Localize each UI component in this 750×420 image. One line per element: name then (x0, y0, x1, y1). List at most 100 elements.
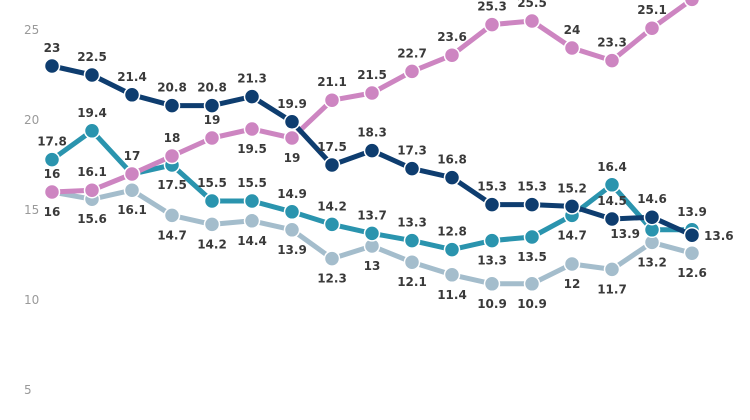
data-point (363, 225, 381, 242)
data-point (403, 63, 421, 80)
data-point (563, 255, 581, 273)
data-point (683, 0, 701, 8)
data-label: 17.3 (397, 144, 427, 158)
data-point (83, 66, 101, 84)
data-label: 22.5 (77, 50, 107, 64)
data-label: 15.2 (557, 181, 587, 195)
data-label: 18 (164, 131, 181, 145)
data-label: 24 (564, 23, 581, 37)
data-label: 17 (124, 149, 141, 163)
data-label: 23 (44, 41, 61, 55)
data-label: 11.4 (437, 288, 467, 302)
data-label: 13.3 (397, 216, 427, 230)
series-0 (43, 57, 701, 244)
data-label: 23.6 (437, 30, 467, 44)
data-point (643, 19, 661, 37)
data-label: 14.5 (597, 194, 627, 208)
data-point (43, 183, 61, 201)
series-1 (43, 0, 701, 201)
y-tick-label: 15 (24, 203, 39, 217)
data-point (163, 147, 181, 165)
data-label: 12.8 (437, 225, 467, 239)
data-point (643, 208, 661, 226)
data-label: 13.3 (477, 254, 507, 268)
data-label: 21.1 (317, 75, 347, 89)
data-point (603, 52, 621, 69)
data-point (83, 122, 101, 140)
data-label: 25.5 (517, 0, 547, 10)
y-tick-label: 20 (24, 113, 39, 127)
data-point (483, 16, 501, 33)
data-label: 13 (364, 259, 381, 273)
data-label: 13.7 (357, 208, 387, 222)
data-point (483, 196, 501, 213)
data-label: 14.9 (277, 187, 307, 201)
data-label: 14.7 (157, 228, 187, 242)
data-point (283, 221, 301, 239)
data-point (243, 120, 261, 138)
data-label: 13.5 (517, 250, 547, 264)
data-label: 14.2 (197, 237, 227, 251)
data-point (683, 244, 701, 262)
data-point (283, 129, 301, 147)
data-point (323, 216, 341, 233)
data-point (323, 250, 341, 267)
data-point (243, 88, 261, 105)
data-point (123, 165, 141, 183)
data-label: 19.5 (237, 142, 267, 156)
data-label: 10.9 (517, 297, 547, 311)
data-label: 14.4 (237, 234, 267, 248)
data-point (203, 129, 221, 147)
data-label: 17.8 (37, 135, 67, 149)
data-point (523, 275, 541, 293)
data-label: 21.5 (357, 68, 387, 82)
data-label: 14.7 (557, 228, 587, 242)
data-point (283, 203, 301, 221)
data-point (523, 228, 541, 246)
data-label: 14.2 (317, 199, 347, 213)
data-label: 13.2 (637, 255, 667, 269)
data-point (563, 39, 581, 57)
data-label: 13.6 (704, 229, 734, 243)
data-label: 10.9 (477, 297, 507, 311)
data-label: 16.8 (437, 153, 467, 167)
data-point (43, 57, 61, 75)
data-point (83, 181, 101, 199)
data-point (603, 176, 621, 194)
data-label: 12 (564, 277, 581, 291)
data-label: 15.6 (77, 212, 107, 226)
data-label: 12.6 (677, 266, 707, 280)
data-label: 21.3 (237, 72, 267, 86)
data-label: 19.9 (277, 97, 307, 111)
data-label: 20.8 (197, 81, 227, 95)
series-3 (43, 181, 701, 293)
data-point (483, 232, 501, 249)
data-label: 12.3 (317, 272, 347, 286)
y-tick-label: 5 (24, 383, 32, 397)
data-label: 13.9 (277, 243, 307, 257)
data-label: 15.3 (477, 180, 507, 194)
data-point (563, 198, 581, 215)
data-point (363, 142, 381, 159)
data-point (123, 86, 141, 104)
data-label: 19.4 (77, 106, 107, 120)
data-point (403, 232, 421, 249)
data-point (603, 210, 621, 228)
data-label: 23.3 (597, 36, 627, 50)
data-point (163, 207, 181, 224)
data-label: 22.7 (397, 46, 427, 60)
data-point (323, 156, 341, 174)
data-label: 11.7 (597, 282, 627, 296)
data-point (43, 151, 61, 168)
data-label: 16 (44, 167, 61, 181)
data-point (523, 196, 541, 213)
data-point (203, 97, 221, 114)
data-point (403, 253, 421, 271)
data-label: 16.1 (77, 165, 107, 179)
y-tick-label: 10 (24, 293, 39, 307)
y-tick-label: 25 (24, 23, 39, 37)
data-point (243, 212, 261, 230)
data-point (283, 113, 301, 131)
data-label: 14.6 (637, 192, 667, 206)
